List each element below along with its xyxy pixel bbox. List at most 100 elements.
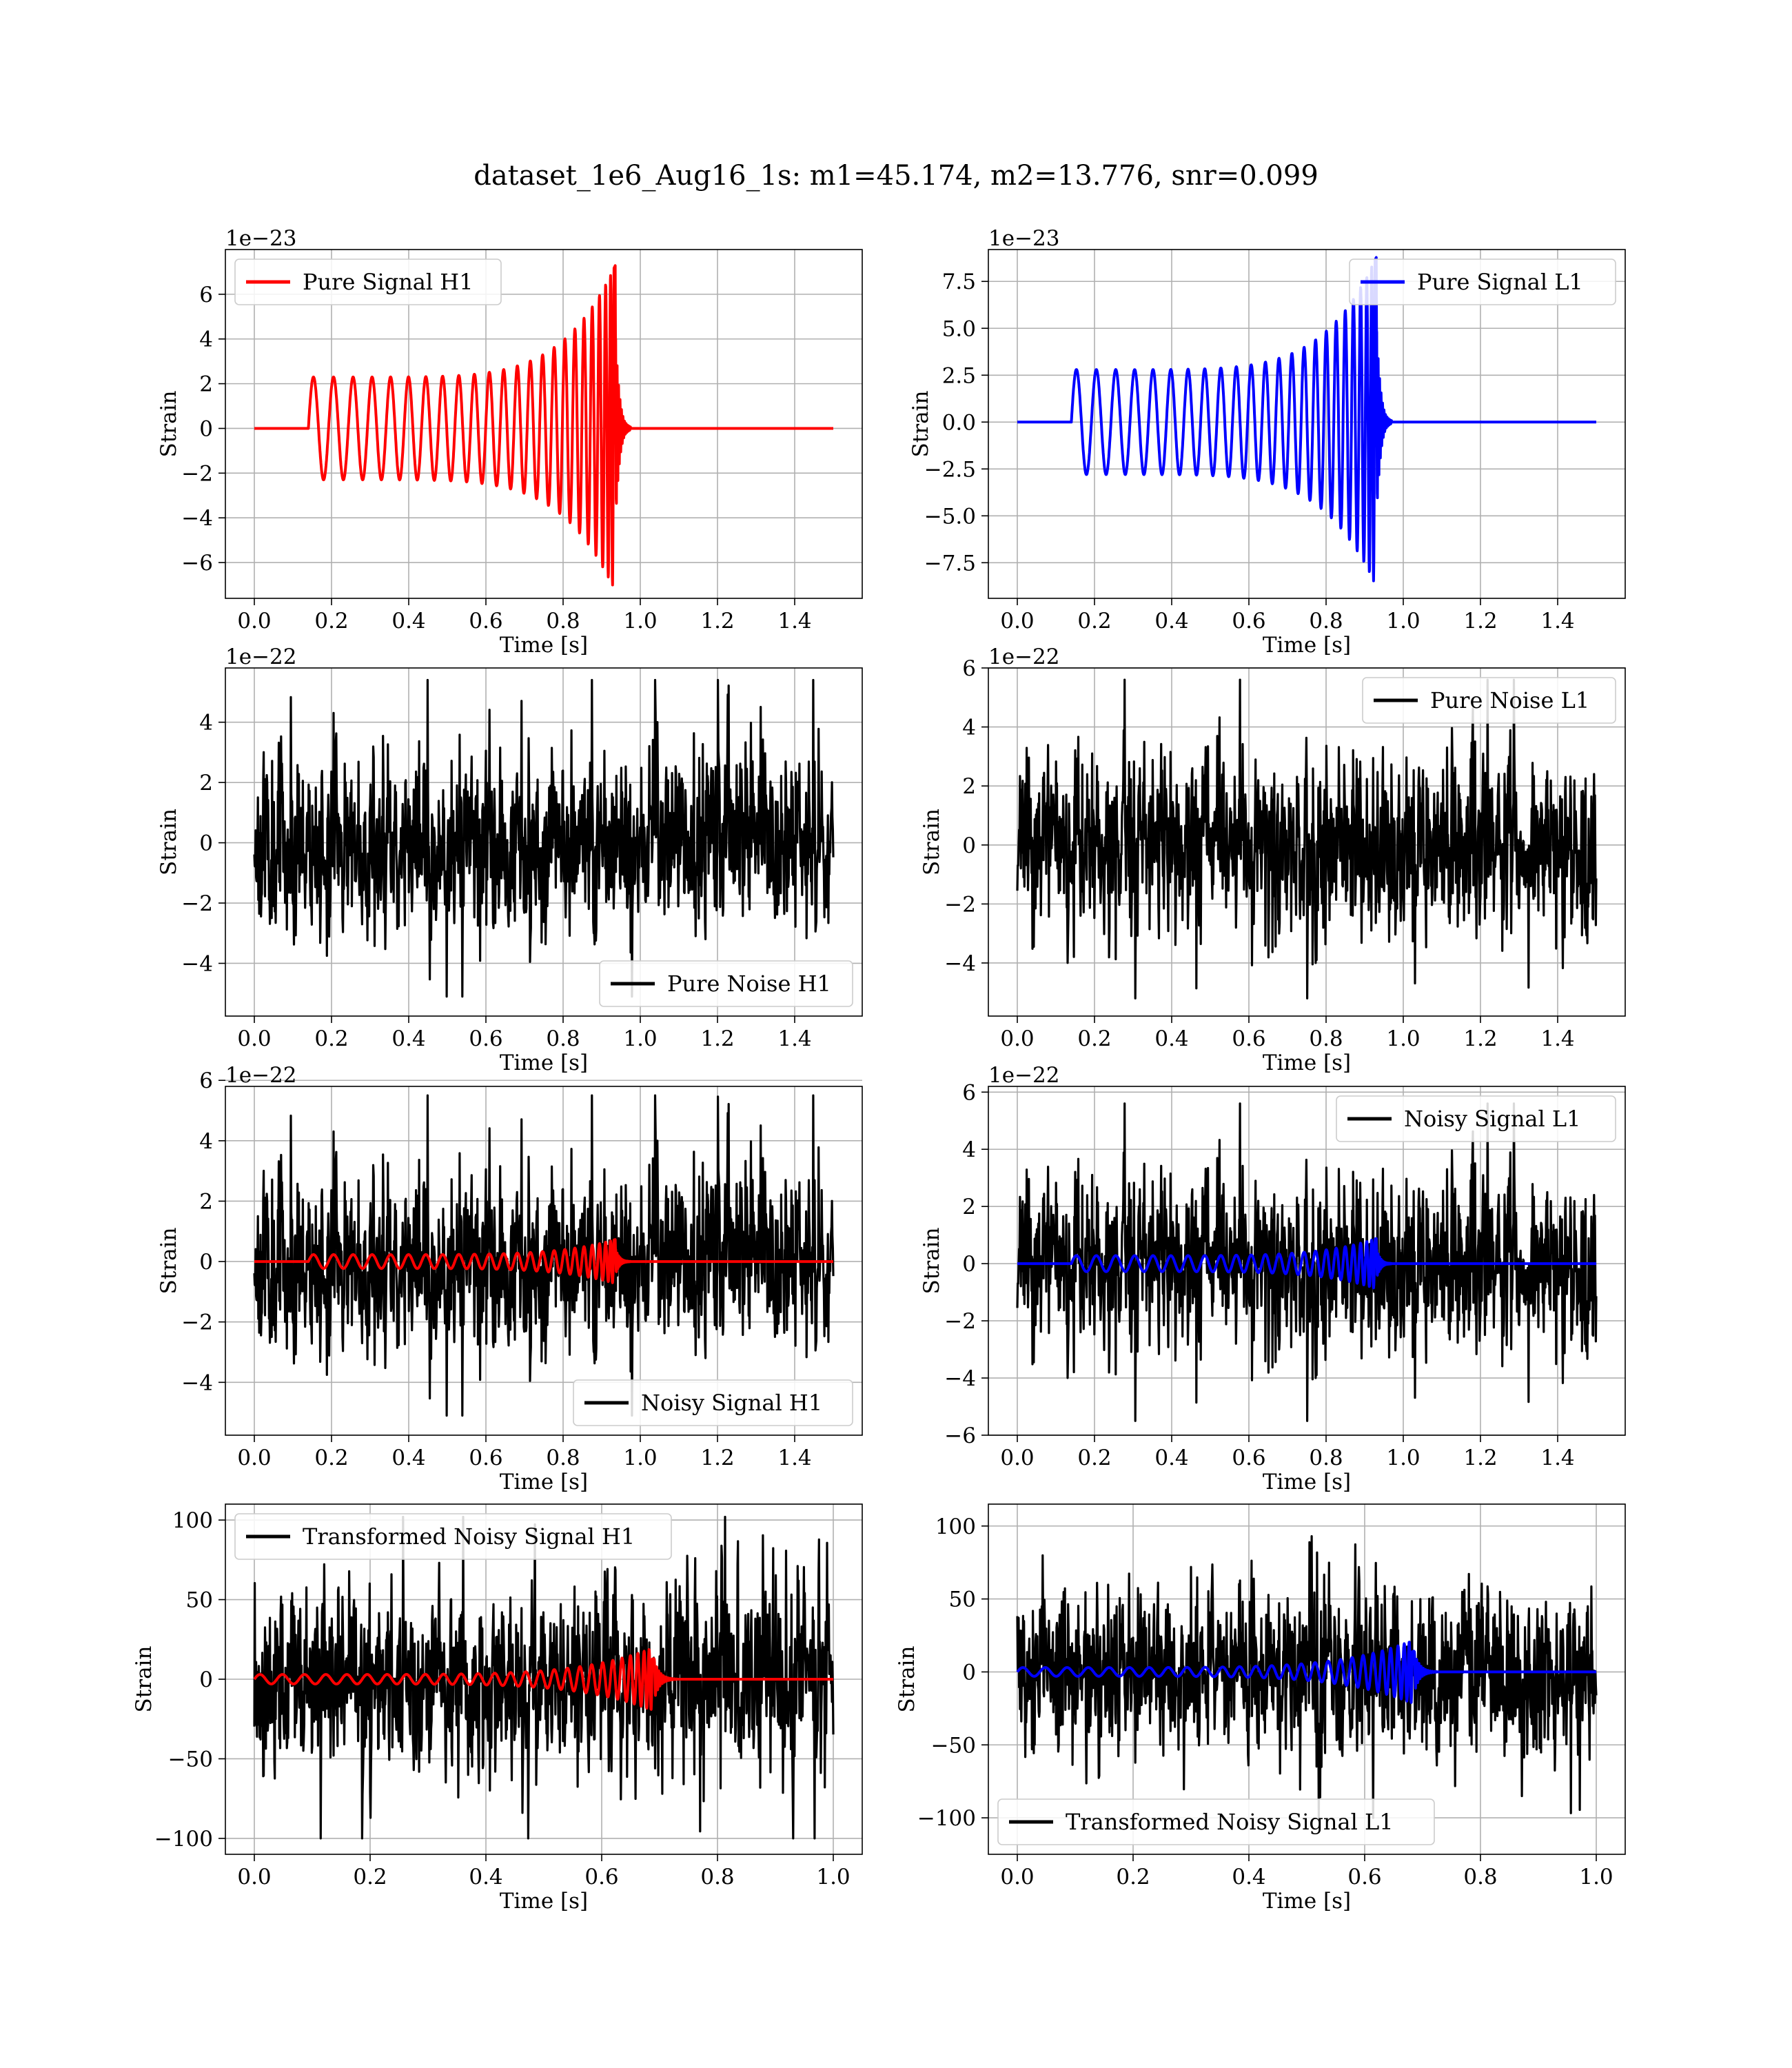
- x-tick-label: 1.4: [777, 1446, 811, 1470]
- series-line-signal-l1: [1016, 1237, 1598, 1290]
- y-tick-label: 7.5: [942, 270, 976, 294]
- x-tick-label: 1.4: [1540, 609, 1574, 633]
- legend-label: Noisy Signal H1: [641, 1390, 822, 1416]
- x-tick-label: 0.2: [1077, 609, 1111, 633]
- x-tick-label: 0.8: [1309, 609, 1343, 633]
- legend: Pure Signal H1: [234, 258, 502, 305]
- y-tick-label: 4: [199, 711, 213, 736]
- axes-frame: [988, 1503, 1626, 1855]
- axes-frame: [988, 1086, 1626, 1436]
- series-group: [253, 1094, 835, 1417]
- series-group: [253, 264, 835, 587]
- legend-box: [1362, 677, 1616, 724]
- series-line-transformed-signal-l1: [1016, 1641, 1598, 1704]
- legend: Transformed Noisy Signal H1: [234, 1513, 672, 1560]
- x-axis-label: Time [s]: [1263, 1470, 1351, 1494]
- x-tick-label: 1.4: [777, 1026, 811, 1051]
- x-tick-label: 1.2: [700, 1446, 734, 1470]
- series-line-transformed-signal-h1: [253, 1648, 835, 1711]
- axis-offset-text: 1e−23: [988, 226, 1060, 251]
- axes-frame: [225, 667, 863, 1017]
- x-tick-label: 0.2: [314, 1446, 348, 1470]
- y-tick-label: 2.5: [942, 363, 976, 388]
- x-tick-label: 1.2: [700, 609, 734, 633]
- x-tick-label: 0.8: [546, 609, 580, 633]
- y-axis-label: Strain: [156, 1228, 181, 1295]
- y-tick-label: −4: [944, 951, 976, 976]
- legend-box: [1349, 258, 1616, 305]
- x-tick-label: 0.6: [1232, 1026, 1265, 1051]
- legend: Pure Signal L1: [1349, 258, 1616, 305]
- y-tick-label: −50: [168, 1747, 213, 1772]
- y-tick-label: 5.0: [942, 316, 976, 341]
- axes-frame: [225, 249, 863, 599]
- series-line-pure-signal-h1: [253, 264, 835, 587]
- x-tick-label: 0.6: [1232, 609, 1265, 633]
- y-tick-label: 2: [199, 372, 213, 397]
- y-axis-label: Strain: [919, 1228, 944, 1295]
- legend: Noisy Signal H1: [573, 1379, 853, 1426]
- y-tick-label: 2: [962, 774, 976, 799]
- y-tick-label: 100: [172, 1508, 213, 1533]
- series-group: [253, 678, 835, 998]
- y-tick-label: −6: [944, 1423, 976, 1448]
- x-axis-label: Time [s]: [1263, 633, 1351, 658]
- y-tick-label: −2: [181, 891, 213, 916]
- y-tick-label: 6: [199, 1068, 213, 1093]
- x-tick-label: 0.2: [314, 1026, 348, 1051]
- series-group: [1016, 1102, 1598, 1422]
- series-line-pure-noise-l1: [1016, 678, 1598, 1000]
- subplot-p7: 0.0 0.2 0.4 0.6 0.8 1.0 100 50 0 −50 −100 Time [s] S…: [132, 1503, 863, 1914]
- y-tick-label: −2: [181, 461, 213, 486]
- series-line-signal-h1: [253, 1238, 835, 1284]
- x-tick-label: 0.4: [391, 609, 425, 633]
- series-line-transformed-noisy-signal-h1: [253, 1515, 835, 1840]
- y-tick-label: 0: [199, 831, 213, 856]
- x-tick-label: 0.4: [1154, 1446, 1188, 1470]
- x-tick-label: 0.4: [391, 1026, 425, 1051]
- legend-box: [997, 1798, 1435, 1845]
- legend-label: Transformed Noisy Signal H1: [303, 1523, 635, 1550]
- x-tick-label: 0.4: [469, 1865, 502, 1889]
- x-tick-label: 0.0: [237, 609, 271, 633]
- x-tick-label: 0.6: [469, 609, 502, 633]
- axis-offset-text: 1e−22: [988, 645, 1060, 669]
- x-tick-label: 0.4: [1154, 609, 1188, 633]
- x-tick-label: 1.4: [777, 609, 811, 633]
- legend: Transformed Noisy Signal L1: [997, 1798, 1435, 1845]
- y-tick-label: 6: [962, 656, 976, 681]
- axes-frame: [988, 249, 1626, 599]
- legend: Noisy Signal L1: [1336, 1095, 1616, 1142]
- series-group: [253, 1515, 835, 1840]
- x-tick-label: 1.2: [1463, 1446, 1497, 1470]
- x-tick-label: 0.8: [1309, 1446, 1343, 1470]
- x-tick-label: 1.2: [1463, 609, 1497, 633]
- y-tick-label: 4: [199, 327, 213, 352]
- x-tick-label: 0.0: [237, 1865, 271, 1889]
- y-tick-label: 4: [199, 1129, 213, 1154]
- x-tick-label: 1.0: [623, 609, 657, 633]
- y-tick-label: 2: [199, 771, 213, 795]
- y-axis-label: Strain: [132, 1646, 156, 1713]
- x-tick-label: 0.4: [1154, 1026, 1188, 1051]
- x-axis-label: Time [s]: [500, 1889, 588, 1914]
- axis-offset-text: 1e−23: [225, 226, 297, 251]
- legend-box: [234, 1513, 672, 1560]
- subplot-p3: 0.0 0.2 0.4 0.6 0.8 1.0 1.2 1.4 4 2 0 −2 −4 Time [s] S…: [156, 645, 863, 1075]
- y-tick-label: −2.5: [924, 457, 976, 482]
- legend-label: Noisy Signal L1: [1404, 1106, 1581, 1132]
- series-group: [1016, 678, 1598, 1000]
- y-axis-label: Strain: [908, 391, 933, 458]
- y-tick-label: 4: [962, 1137, 976, 1162]
- axes-frame: [988, 667, 1626, 1017]
- y-tick-label: 6: [199, 283, 213, 307]
- x-tick-label: 0.6: [469, 1446, 502, 1470]
- legend-label: Transformed Noisy Signal L1: [1066, 1809, 1394, 1835]
- x-tick-label: 0.8: [700, 1865, 734, 1889]
- y-tick-label: 0: [962, 1660, 976, 1685]
- y-tick-label: 0: [199, 416, 213, 441]
- x-tick-label: 0.0: [237, 1446, 271, 1470]
- legend-box: [1336, 1095, 1616, 1142]
- y-tick-label: −2: [181, 1310, 213, 1335]
